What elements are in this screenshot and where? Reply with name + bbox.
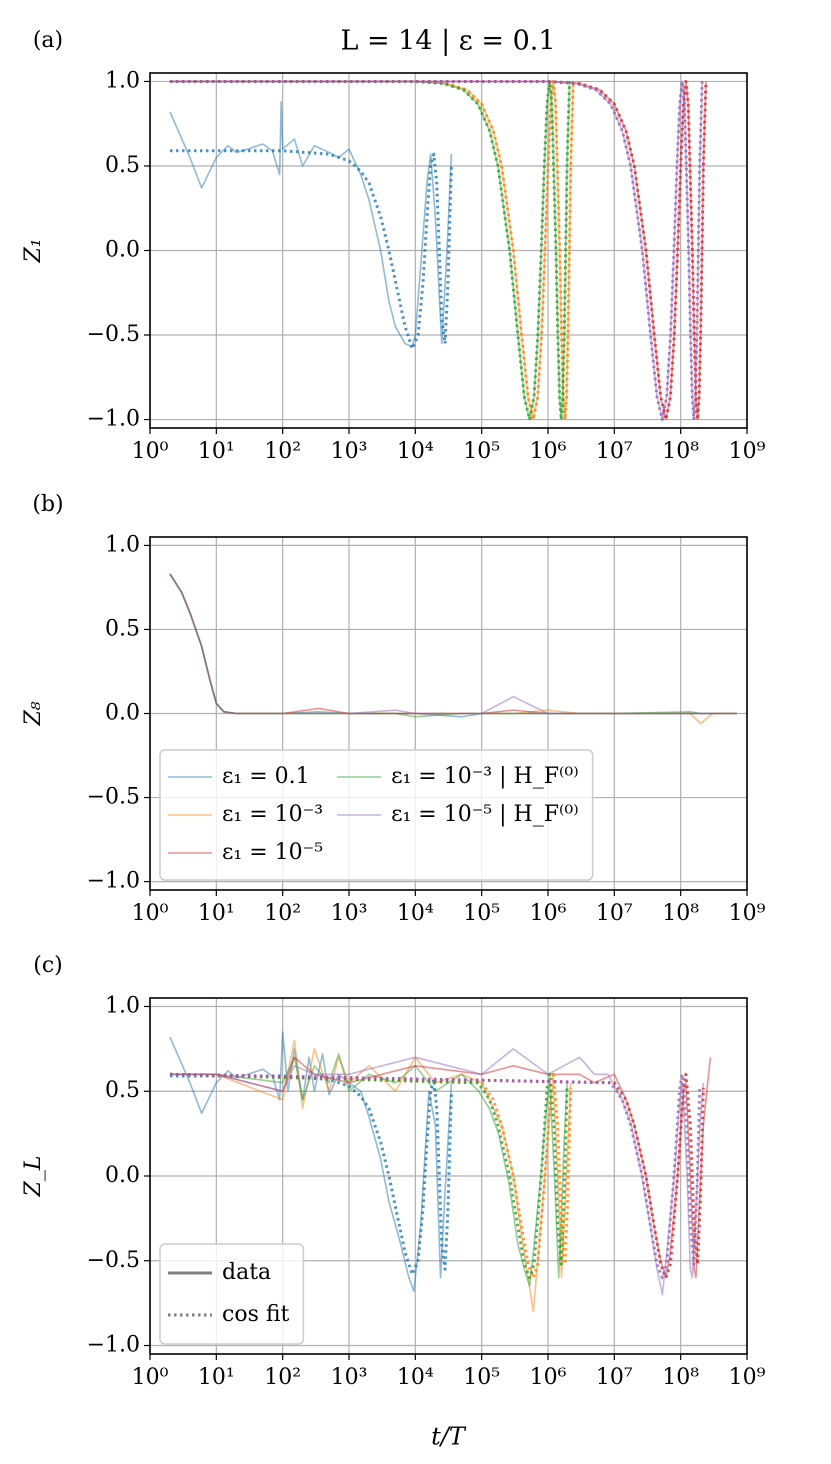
panel-label: (a) <box>33 28 63 53</box>
x-tick-label: 10⁴ <box>397 1365 434 1390</box>
panel-label: (c) <box>33 953 63 978</box>
y-tick-label: −1.0 <box>87 869 140 894</box>
plot-area <box>169 573 737 725</box>
y-tick-label: −1.0 <box>87 407 140 432</box>
y-tick-label: 0.0 <box>105 701 140 726</box>
x-tick-label: 10³ <box>331 901 368 926</box>
data-line <box>169 573 737 715</box>
figure-title: L = 14 | ε = 0.1 <box>340 26 555 57</box>
y-tick-label: 1.0 <box>105 68 140 93</box>
axes-frame <box>149 536 748 891</box>
x-tick-label: 10⁸ <box>662 1365 699 1390</box>
legend-label: ε₁ = 10⁻³ <box>222 802 323 827</box>
x-tick-label: 10¹ <box>198 1365 235 1390</box>
x-tick-label: 10³ <box>331 439 368 464</box>
fit-line <box>169 1072 705 1280</box>
y-tick-label: −0.5 <box>87 322 140 347</box>
x-tick-label: 10⁷ <box>596 1365 633 1390</box>
x-tick-label: 10⁴ <box>397 901 434 926</box>
y-axis-label: Z₈ <box>21 701 46 726</box>
fit-line <box>169 149 453 351</box>
y-tick-label: 0.0 <box>105 1163 140 1188</box>
x-tick-label: 10⁷ <box>596 901 633 926</box>
x-tick-label: 10⁶ <box>530 1365 567 1390</box>
fit-line <box>169 1074 453 1276</box>
legend-label: data <box>222 1260 271 1285</box>
legend: data cos fit <box>159 1243 305 1345</box>
x-tick-label: 10⁹ <box>729 1365 766 1390</box>
x-tick-label: 10⁰ <box>132 439 169 464</box>
x-tick-label: 10⁹ <box>729 901 766 926</box>
plot-area <box>169 1031 712 1313</box>
x-tick-label: 10⁵ <box>463 439 500 464</box>
fit-line <box>169 1072 573 1280</box>
axes-frame <box>149 72 748 429</box>
x-tick-label: 10⁰ <box>132 1365 169 1390</box>
x-tick-label: 10⁵ <box>463 901 500 926</box>
x-tick-label: 10⁸ <box>662 901 699 926</box>
x-tick-label: 10⁵ <box>463 1365 500 1390</box>
legend-label: cos fit <box>222 1302 290 1327</box>
legend-label: ε₁ = 10⁻⁵ | H_F⁽⁰⁾ <box>391 802 579 827</box>
y-tick-label: 0.0 <box>105 238 140 263</box>
x-tick-label: 10⁴ <box>397 439 434 464</box>
legend-frame <box>159 1243 305 1345</box>
plot-area <box>169 79 708 422</box>
x-tick-label: 10⁸ <box>662 439 699 464</box>
x-tick-label: 10¹ <box>198 901 235 926</box>
x-axis-label: t/T <box>431 1423 467 1451</box>
y-tick-label: 1.0 <box>105 532 140 557</box>
fit-line <box>169 1072 702 1280</box>
legend: ε₁ = 0.1 ε₁ = 10⁻³ ε₁ = 10⁻⁵ ε₁ = 10⁻³ | H_… <box>159 749 594 881</box>
x-tick-label: 10⁹ <box>729 439 766 464</box>
y-tick-label: 1.0 <box>105 993 140 1018</box>
fit-line <box>169 79 572 422</box>
x-tick-label: 10³ <box>331 1365 368 1390</box>
x-tick-label: 10¹ <box>198 439 235 464</box>
legend-label: ε₁ = 10⁻⁵ <box>222 840 323 865</box>
legend-label: ε₁ = 0.1 <box>222 764 310 789</box>
panel-label: (b) <box>32 492 63 517</box>
y-axis-label: Z₁ <box>21 238 46 263</box>
legend-label: ε₁ = 10⁻³ | H_F⁽⁰⁾ <box>391 764 579 789</box>
y-tick-label: 0.5 <box>105 616 140 641</box>
x-tick-label: 10⁶ <box>530 439 567 464</box>
y-tick-label: 0.5 <box>105 153 140 178</box>
x-tick-label: 10² <box>264 1365 301 1390</box>
x-tick-label: 10⁷ <box>596 439 633 464</box>
fit-line <box>169 79 708 422</box>
x-tick-label: 10⁶ <box>530 901 567 926</box>
x-tick-label: 10² <box>264 439 301 464</box>
axes-frame <box>149 997 748 1355</box>
fit-line <box>169 79 704 422</box>
data-line <box>169 1056 712 1279</box>
y-axis-label: Z_L <box>21 1156 46 1198</box>
y-tick-label: 0.5 <box>105 1078 140 1103</box>
x-tick-label: 10² <box>264 901 301 926</box>
y-tick-label: −0.5 <box>87 785 140 810</box>
y-tick-label: −0.5 <box>87 1248 140 1273</box>
x-tick-label: 10⁰ <box>132 901 169 926</box>
y-tick-label: −1.0 <box>87 1333 140 1358</box>
